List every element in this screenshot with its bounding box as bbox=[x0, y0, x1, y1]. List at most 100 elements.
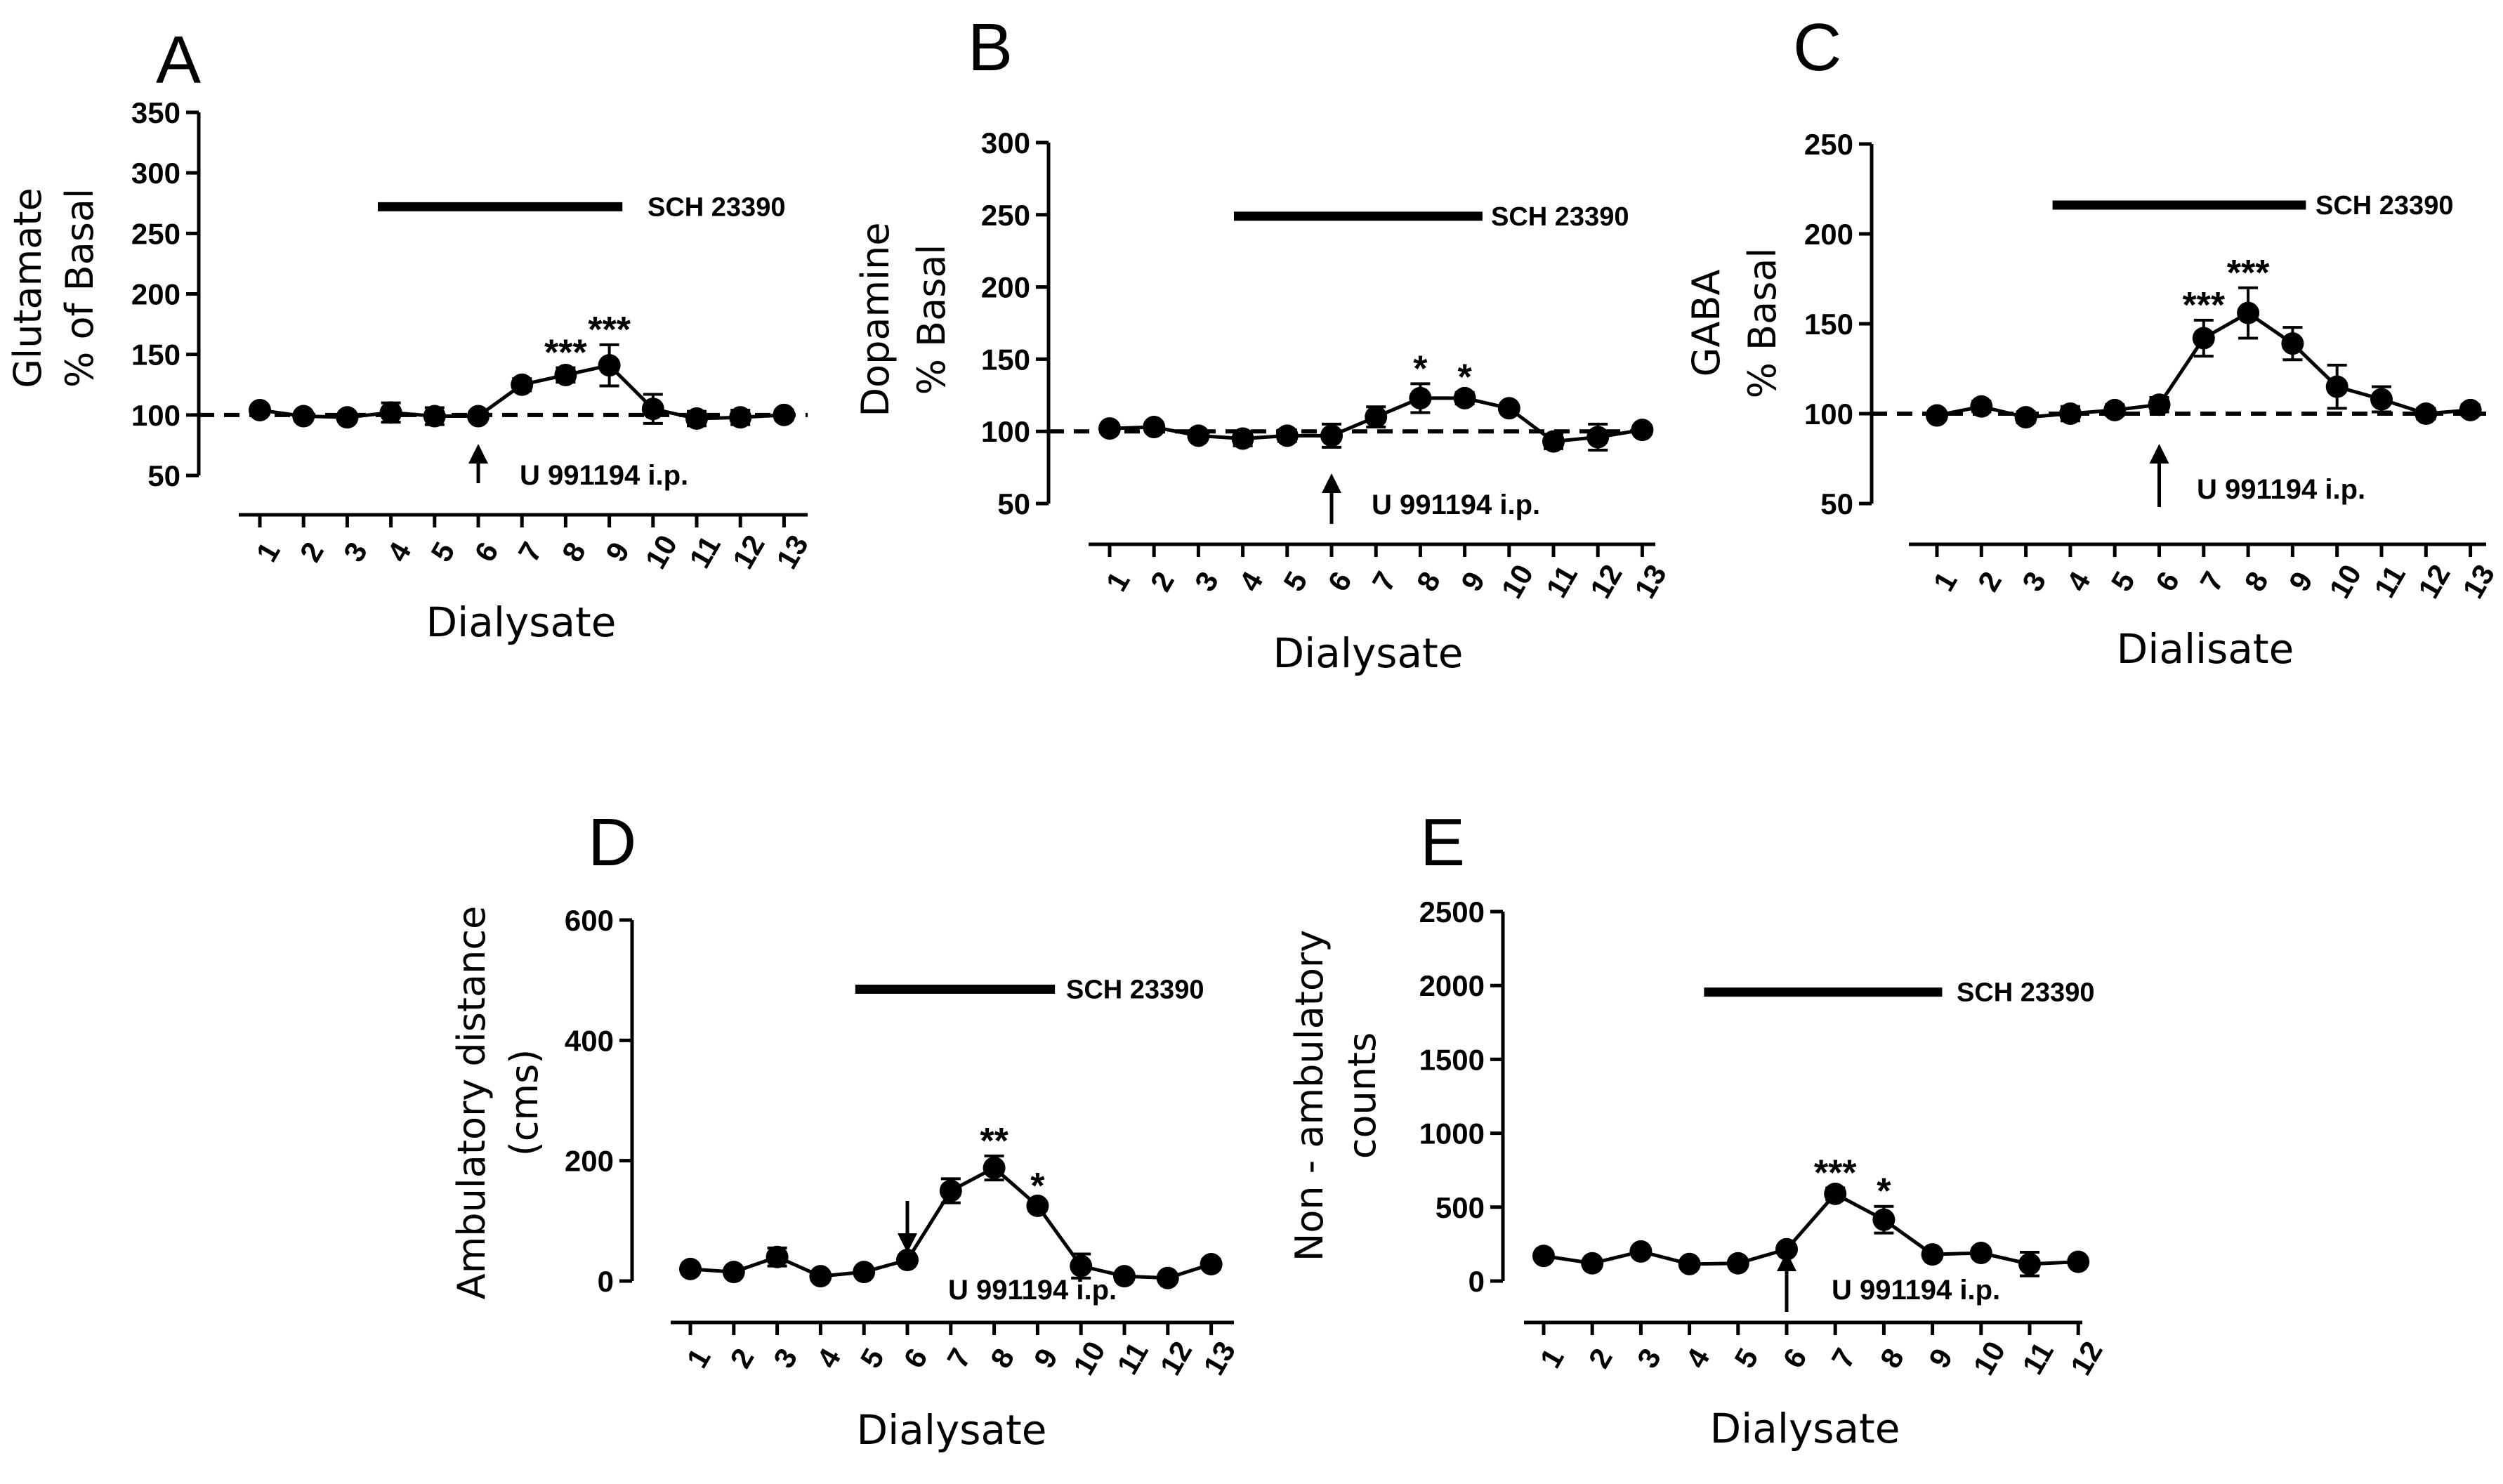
y-axis-label-line1: Glutamate bbox=[6, 188, 50, 388]
y-tick-label: 150 bbox=[1804, 308, 1853, 341]
data-point bbox=[1275, 424, 1299, 447]
data-point bbox=[2148, 393, 2171, 416]
x-tick-label: 2 bbox=[1144, 566, 1181, 597]
y-tick-label: 0 bbox=[1469, 1265, 1485, 1298]
y-tick-label: 300 bbox=[131, 157, 180, 190]
x-tick-label: 3 bbox=[337, 537, 374, 567]
data-point bbox=[1921, 1243, 1944, 1266]
x-tick-label: 3 bbox=[2016, 566, 2052, 597]
y-tick-label: 2000 bbox=[1419, 969, 1485, 1002]
y-tick-label: 50 bbox=[997, 487, 1030, 520]
x-axis-label: Dialysate bbox=[1710, 1405, 1900, 1452]
data-point bbox=[766, 1245, 789, 1268]
significance-marker: * bbox=[1030, 1166, 1045, 1207]
data-point bbox=[1070, 1254, 1093, 1278]
significance-marker: *** bbox=[1814, 1153, 1857, 1193]
data-point bbox=[2325, 375, 2348, 398]
data-point bbox=[423, 405, 446, 428]
x-tick-label: 3 bbox=[1188, 566, 1225, 597]
y-axis-label-line1: GABA bbox=[1684, 270, 1728, 377]
y-axis-label-line2: % of Basal bbox=[58, 188, 102, 388]
significance-marker: *** bbox=[588, 310, 631, 350]
x-tick-label: 11 bbox=[683, 530, 727, 574]
treatment-bar-label: SCH 23390 bbox=[1957, 978, 2094, 1008]
data-point bbox=[983, 1156, 1006, 1179]
y-tick-label: 2500 bbox=[1419, 895, 1485, 928]
significance-marker: * bbox=[1877, 1171, 1891, 1212]
x-tick-label: 8 bbox=[556, 537, 592, 567]
data-point bbox=[2103, 398, 2127, 421]
x-tick-label: 9 bbox=[599, 537, 636, 567]
x-axis-label: Dialysate bbox=[1273, 629, 1464, 677]
data-point bbox=[1542, 430, 1565, 453]
y-axis-label-line2: (cms) bbox=[502, 1049, 546, 1157]
y-tick-label: 200 bbox=[131, 278, 180, 311]
data-point bbox=[379, 401, 402, 424]
data-point bbox=[1113, 1265, 1136, 1288]
x-tick-label: 10 bbox=[1494, 559, 1539, 604]
y-axis-label-line2: counts bbox=[1340, 1032, 1384, 1159]
series-line bbox=[1543, 1191, 2079, 1266]
x-tick-label: 5 bbox=[854, 1343, 891, 1374]
x-tick-label: 10 bbox=[1067, 1336, 1112, 1381]
x-tick-label: 3 bbox=[1631, 1343, 1667, 1374]
data-point bbox=[1497, 397, 1520, 420]
data-point bbox=[2018, 1252, 2041, 1275]
data-point bbox=[2281, 332, 2304, 355]
y-tick-label: 300 bbox=[981, 126, 1030, 159]
y-axis-label-line2: % Basal bbox=[1740, 248, 1785, 399]
data-point bbox=[1824, 1182, 1847, 1205]
treatment-bar-label: SCH 23390 bbox=[1066, 976, 1204, 1005]
significance-marker: * bbox=[1457, 357, 1472, 398]
data-point bbox=[1532, 1245, 1555, 1268]
x-axis-label: Dialisate bbox=[2117, 625, 2294, 673]
injection-arrow-head bbox=[898, 1233, 917, 1253]
data-point bbox=[1231, 427, 1254, 450]
x-tick-label: 4 bbox=[1679, 1342, 1716, 1373]
y-tick-label: 1000 bbox=[1419, 1117, 1485, 1150]
injection-label: U 991194 i.p. bbox=[1832, 1275, 2000, 1306]
x-tick-label: 1 bbox=[680, 1343, 716, 1374]
x-tick-label: 4 bbox=[1233, 565, 1270, 596]
data-point bbox=[1156, 1266, 1179, 1289]
x-tick-label: 6 bbox=[1321, 566, 1358, 597]
y-tick-label: 200 bbox=[981, 271, 1030, 304]
y-tick-label: 500 bbox=[1436, 1191, 1485, 1224]
x-tick-label: 9 bbox=[2282, 566, 2319, 597]
x-tick-label: 7 bbox=[512, 537, 548, 567]
treatment-bar-label: SCH 23390 bbox=[648, 192, 785, 222]
x-tick-label: 13 bbox=[1197, 1336, 1242, 1381]
injection-arrow-head bbox=[2149, 444, 2169, 464]
data-point bbox=[641, 398, 664, 421]
data-point bbox=[1200, 1253, 1223, 1276]
y-tick-label: 200 bbox=[1804, 218, 1853, 251]
data-point bbox=[2014, 406, 2037, 429]
x-tick-label: 2 bbox=[1582, 1343, 1619, 1374]
data-point bbox=[1143, 416, 1166, 439]
data-point bbox=[2058, 402, 2082, 425]
data-point bbox=[1026, 1194, 1049, 1217]
x-tick-label: 12 bbox=[2412, 559, 2457, 604]
injection-label: U 991194 i.p. bbox=[520, 460, 688, 491]
data-point bbox=[2370, 388, 2393, 411]
x-tick-label: 11 bbox=[2367, 560, 2412, 603]
x-tick-label: 7 bbox=[1366, 566, 1402, 597]
data-point bbox=[249, 398, 271, 421]
x-tick-label: 12 bbox=[726, 530, 771, 574]
y-tick-label: 400 bbox=[565, 1024, 614, 1057]
x-tick-label: 6 bbox=[897, 1343, 933, 1374]
x-tick-label: 8 bbox=[984, 1343, 1020, 1374]
y-tick-label: 100 bbox=[981, 415, 1030, 448]
data-point bbox=[598, 354, 621, 377]
data-point bbox=[1320, 424, 1343, 447]
y-tick-label: 200 bbox=[565, 1145, 614, 1178]
y-tick-label: 350 bbox=[131, 96, 180, 129]
x-tick-label: 9 bbox=[1027, 1343, 1064, 1374]
y-tick-label: 100 bbox=[131, 399, 180, 432]
injection-arrow-head bbox=[1322, 473, 1341, 493]
data-point bbox=[1629, 1240, 1653, 1263]
x-axis-label: Dialysate bbox=[857, 1406, 1047, 1454]
injection-arrow-head bbox=[468, 444, 488, 464]
